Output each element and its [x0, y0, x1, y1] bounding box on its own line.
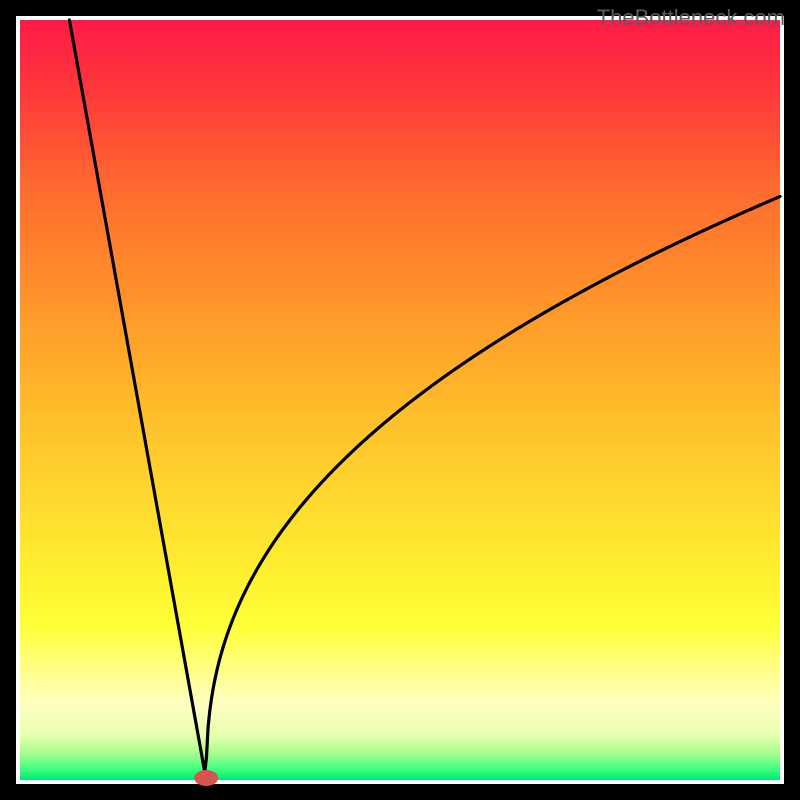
plot-background — [20, 20, 780, 780]
watermark-text: TheBottleneck.com — [597, 5, 785, 30]
bottleneck-minimum-marker — [194, 770, 218, 786]
bottleneck-chart: TheBottleneck.com — [0, 0, 800, 800]
